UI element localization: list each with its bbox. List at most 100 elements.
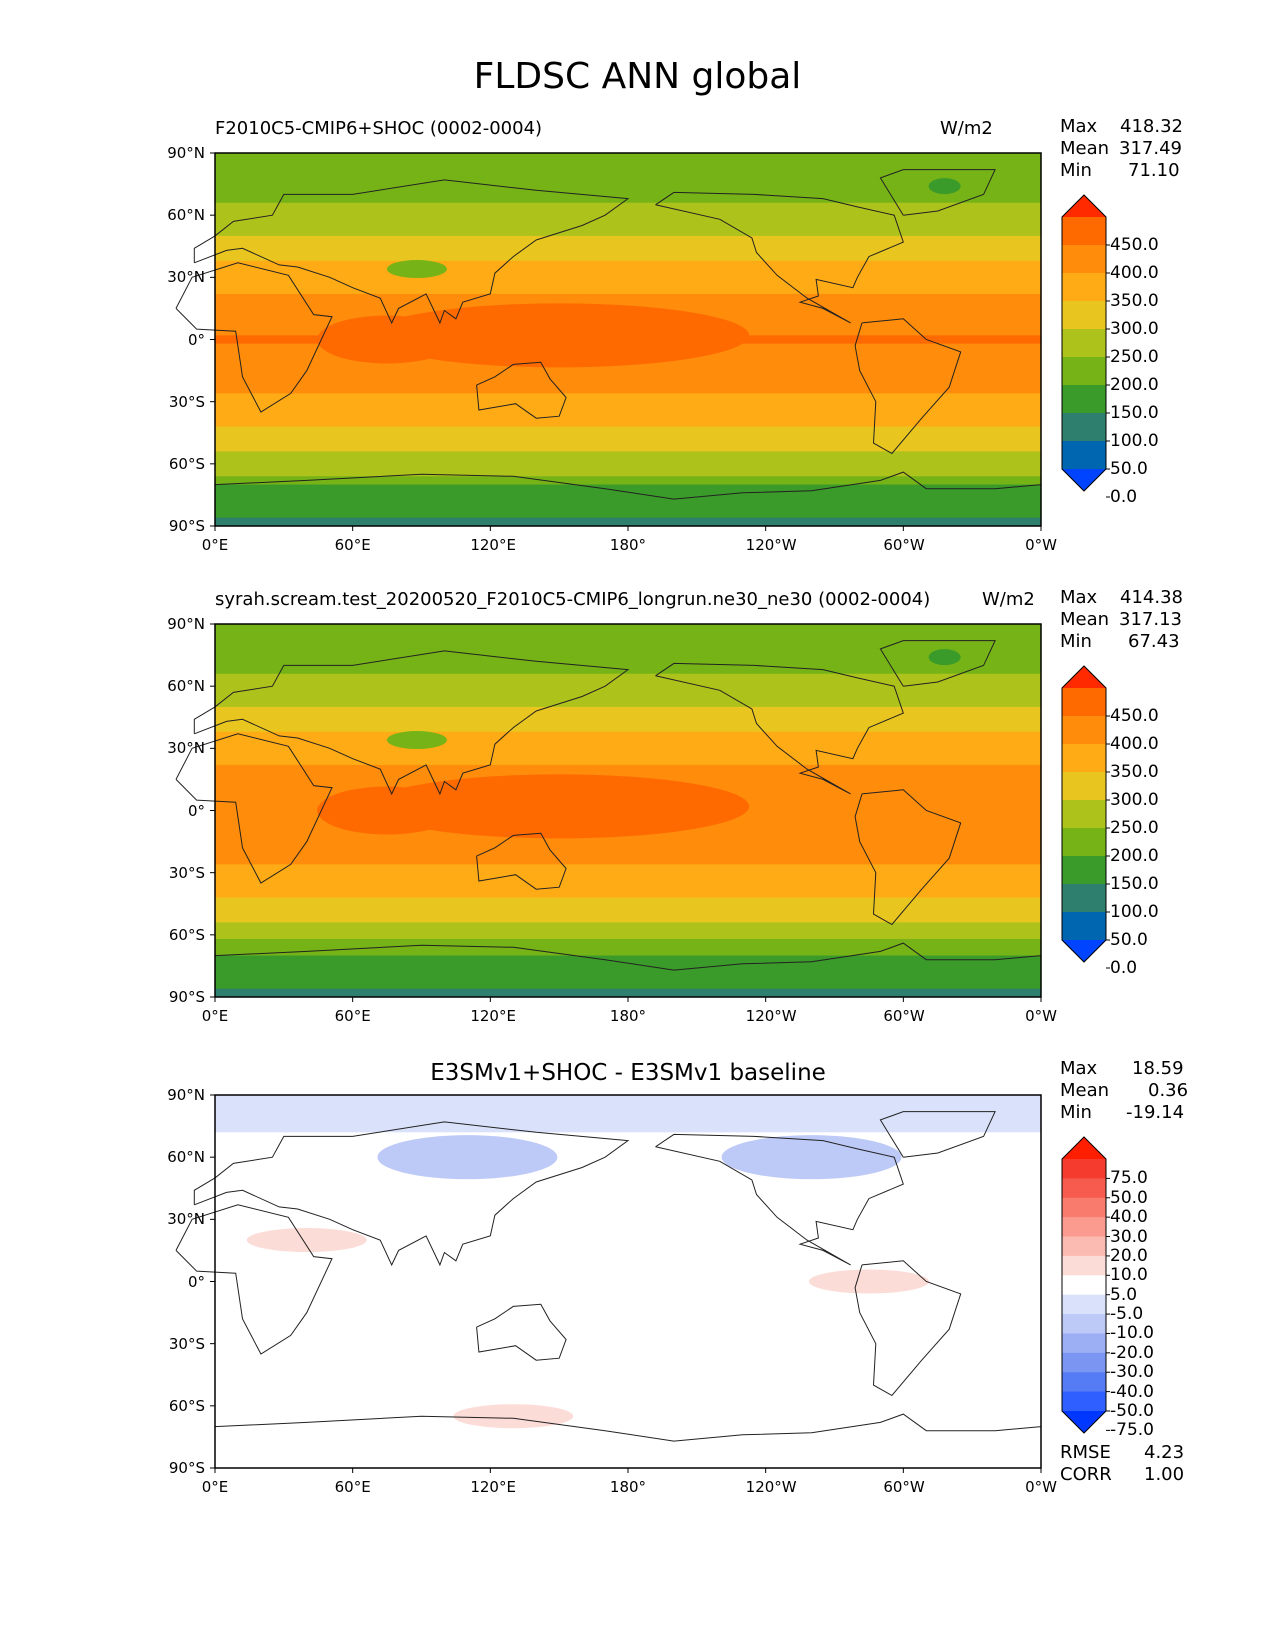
colorbar-label: 5.0: [1110, 1284, 1138, 1305]
stat-min-value: 67.43: [1128, 631, 1180, 652]
colorbar-segment: [1062, 385, 1106, 414]
coastline: [214, 942, 1042, 971]
stat-max-value: 414.38: [1120, 587, 1183, 608]
colorbar-label: 75.0: [1110, 1168, 1148, 1189]
colorbar-label: 100.0: [1110, 431, 1159, 451]
lon-tick-label: 60°E: [334, 536, 371, 554]
field-band: [215, 153, 1041, 162]
coastline: [476, 1303, 567, 1361]
coastline: [193, 650, 630, 796]
lon-tick-label: 120°W: [745, 536, 797, 554]
field-band: [215, 277, 1041, 287]
colorbar-label: 300.0: [1110, 790, 1159, 810]
colorbar-extend-max: [1062, 1137, 1106, 1159]
lat-tick-label: 60°N: [167, 1148, 205, 1167]
rmse-label: RMSE: [1060, 1442, 1111, 1463]
lon-tick-label: 0°E: [201, 1007, 229, 1025]
colorbar-segment: [1062, 413, 1106, 442]
colorbar-label: 200.0: [1110, 846, 1159, 866]
field-band: [215, 972, 1041, 981]
stat-max-label: Max: [1060, 1058, 1098, 1079]
field-band: [215, 930, 1041, 940]
panel-center-title: E3SMv1+SHOC - E3SMv1 baseline: [430, 1060, 826, 1086]
panel-units: W/m2: [940, 118, 993, 139]
lat-tick-label: 60°S: [168, 925, 205, 944]
lon-tick-label: 120°W: [745, 1007, 797, 1025]
corr-value: 1.00: [1144, 1464, 1185, 1485]
colorbar-label: 10.0: [1110, 1265, 1148, 1286]
coastline: [879, 1111, 996, 1158]
field-band: [215, 938, 1041, 948]
colorbar-segment: [1062, 800, 1106, 829]
field-band: [215, 872, 1041, 882]
anomaly-region: [246, 1228, 367, 1253]
field-band: [215, 434, 1041, 444]
colorbar-label: -30.0: [1110, 1362, 1154, 1383]
coastline: [854, 789, 962, 926]
field-band: [215, 244, 1041, 253]
coastlines: [175, 169, 1042, 500]
lon-tick-label: 60°E: [334, 1478, 371, 1496]
coastline: [175, 262, 333, 413]
colorbar-extend-max: [1062, 195, 1106, 217]
field-band: [215, 690, 1041, 700]
colorbar: [1061, 1136, 1110, 1434]
coastline: [655, 191, 904, 324]
stat-mean-label: Mean: [1060, 138, 1110, 159]
field-band: [215, 252, 1041, 262]
field-band: [215, 740, 1041, 749]
colorbar: [1061, 194, 1110, 498]
colorbar-label: 450.0: [1110, 706, 1159, 726]
colorbar-segment: [1062, 329, 1106, 358]
colorbar-label: 150.0: [1110, 874, 1159, 894]
field-band: [215, 756, 1041, 766]
lon-tick-label: 0°E: [201, 536, 229, 554]
lon-tick-label: 120°W: [745, 1478, 797, 1496]
colorbar-label: 40.0: [1110, 1207, 1148, 1228]
colorbar-label: 300.0: [1110, 319, 1159, 339]
colorbar-segment: [1062, 1255, 1106, 1276]
field-band: [215, 161, 1041, 171]
colorbar-segment: [1062, 828, 1106, 857]
field-band: [215, 897, 1041, 907]
colorbar-label: 50.0: [1110, 930, 1148, 950]
colorbar-segment: [1062, 357, 1106, 386]
field-band: [215, 764, 1041, 774]
colorbar-label: -20.0: [1110, 1342, 1154, 1363]
field-band: [215, 715, 1041, 724]
lat-tick-label: 90°S: [168, 517, 205, 535]
field-band: [215, 657, 1041, 666]
coastline: [214, 471, 1042, 500]
lat-tick-label: 60°S: [168, 1396, 205, 1415]
field-band: [215, 706, 1041, 716]
field-band: [215, 731, 1041, 741]
colorbar-label: 250.0: [1110, 818, 1159, 838]
coastline: [214, 1413, 1042, 1442]
colorbar-segment: [1062, 856, 1106, 885]
field-band: [215, 889, 1041, 899]
colorbar-extend-max: [1062, 666, 1106, 688]
field-band: [215, 723, 1041, 733]
field-band: [215, 880, 1041, 890]
lon-tick-label: 120°E: [470, 536, 516, 554]
lat-tick-label: 30°S: [168, 392, 205, 411]
field-band: [215, 988, 1041, 998]
plateau-region: [386, 260, 447, 279]
stat-min-label: Min: [1060, 1102, 1092, 1123]
field-band: [215, 385, 1041, 394]
colorbar-segment: [1062, 1333, 1106, 1354]
colorbar-segment: [1062, 1217, 1106, 1238]
field-band: [215, 476, 1041, 486]
coastline: [175, 733, 333, 884]
lat-tick-label: 90°S: [168, 1459, 205, 1477]
map-plot: [175, 152, 1042, 531]
lon-tick-label: 60°W: [883, 536, 925, 554]
field-band: [215, 293, 1041, 303]
field-band: [215, 202, 1041, 212]
lat-tick-label: 0°: [187, 1272, 205, 1291]
coastline: [854, 318, 962, 455]
colorbar-segment: [1062, 1159, 1106, 1179]
coastline: [193, 179, 630, 325]
colorbar-segment: [1062, 1197, 1106, 1218]
colorbar-segment: [1062, 217, 1106, 246]
